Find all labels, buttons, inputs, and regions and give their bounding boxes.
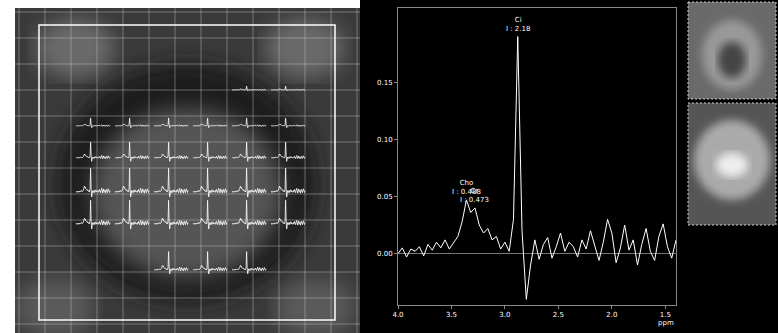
svg-text:0.10: 0.10 [377, 136, 393, 144]
svg-text:3.0: 3.0 [499, 311, 510, 319]
svg-text:3.5: 3.5 [446, 311, 457, 319]
svg-text:0.15: 0.15 [377, 79, 393, 87]
svg-text:ChoI : 0.488: ChoI : 0.488 [452, 179, 481, 196]
svg-text:0.00: 0.00 [377, 250, 393, 258]
svg-text:ppm: ppm [658, 319, 674, 327]
svg-text:CrI : 0.473: CrI : 0.473 [460, 187, 489, 204]
svg-text:CiI : 2.18: CiI : 2.18 [506, 16, 530, 33]
svg-text:0.05: 0.05 [377, 193, 393, 201]
svg-text:1.5: 1.5 [660, 311, 671, 319]
svg-text:4.0: 4.0 [392, 311, 403, 319]
svg-text:2.5: 2.5 [553, 311, 564, 319]
svg-text:2.0: 2.0 [606, 311, 617, 319]
